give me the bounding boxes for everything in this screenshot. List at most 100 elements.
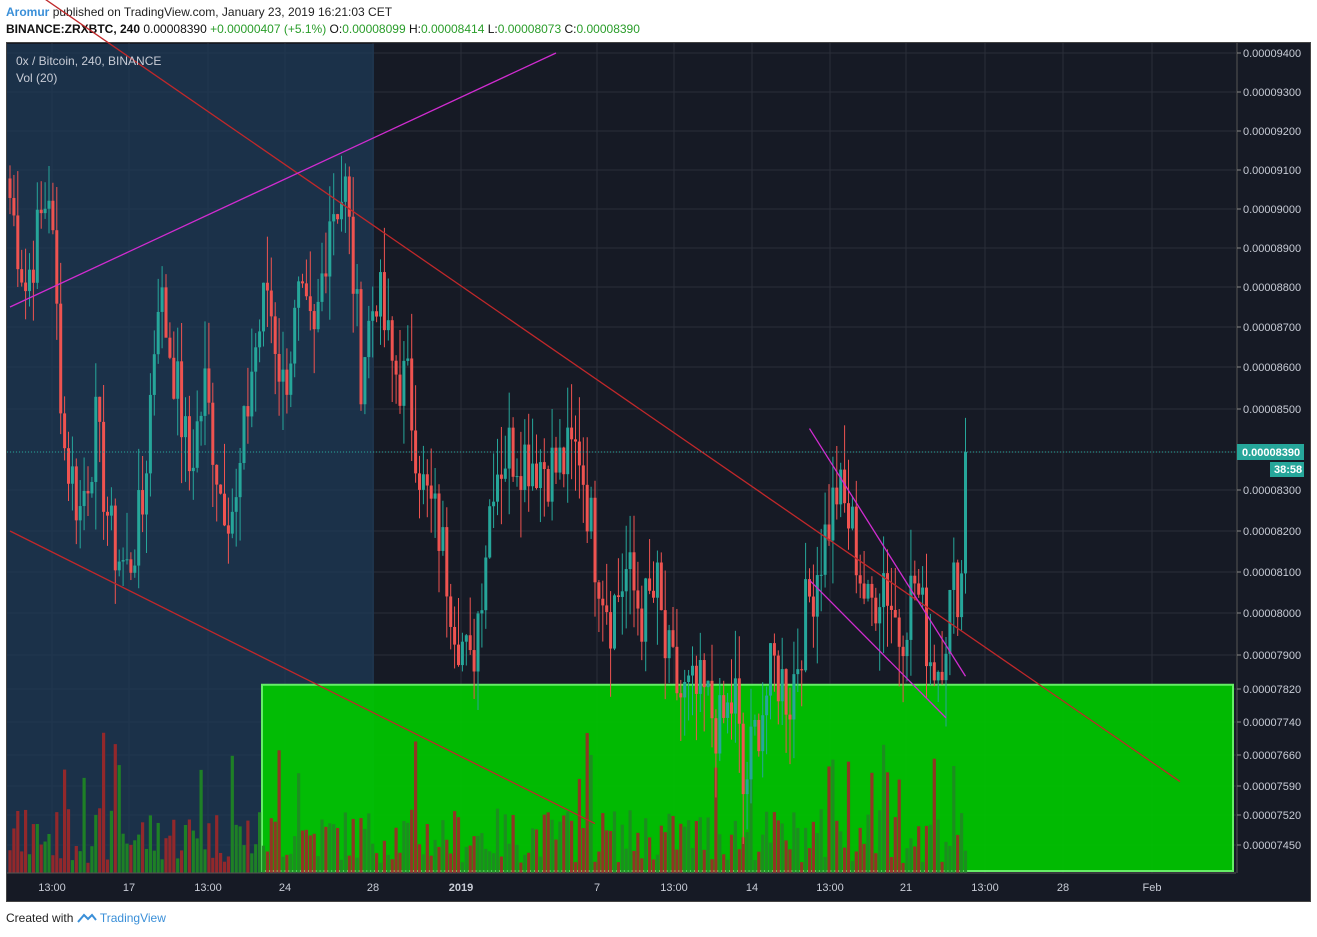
candle-body xyxy=(277,353,281,382)
candle-body xyxy=(312,311,316,330)
volume-bar xyxy=(86,862,90,873)
tradingview-brand[interactable]: TradingView xyxy=(99,911,166,925)
volume-bar xyxy=(211,857,215,873)
volume-bar xyxy=(659,825,663,873)
volume-bar xyxy=(39,844,43,873)
time-tick-label: 13:00 xyxy=(194,882,222,894)
volume-bar xyxy=(230,755,234,873)
volume-bar xyxy=(690,848,695,873)
candle-body xyxy=(866,583,870,599)
candle-body xyxy=(137,490,141,566)
ohlc-line: BINANCE:ZRXBTC, 240 0.00008390 +0.000004… xyxy=(6,22,640,36)
volume-bar xyxy=(757,851,761,873)
candle-body xyxy=(468,635,472,651)
candle-body xyxy=(850,506,854,529)
candle-body xyxy=(702,660,706,688)
volume-bar xyxy=(839,831,843,873)
candle-body xyxy=(16,215,20,270)
publisher-line: Aromur published on TradingView.com, Jan… xyxy=(6,5,392,19)
candle-body xyxy=(273,316,277,354)
volume-bar xyxy=(924,825,929,873)
trend-line-wedge-top[interactable] xyxy=(808,428,967,677)
tradingview-logo-icon[interactable] xyxy=(76,912,97,923)
last-price-tag-label: 0.00008390 xyxy=(1242,447,1300,459)
candle-body xyxy=(379,272,382,317)
volume-bar xyxy=(464,846,468,873)
volume-bar xyxy=(624,848,628,873)
candle-body xyxy=(203,368,207,416)
volume-bar xyxy=(718,834,722,873)
price-tick-label: 0.00008500 xyxy=(1243,404,1301,416)
candle-body xyxy=(870,583,874,598)
candle-body xyxy=(792,674,796,720)
volume-bar xyxy=(141,822,145,873)
volume-bar xyxy=(566,811,570,873)
change-value: +0.00000407 (+5.1%) xyxy=(210,22,327,36)
price-tick-label: 0.00008700 xyxy=(1243,322,1301,334)
volume-bar xyxy=(893,817,897,873)
volume-bar xyxy=(222,861,227,873)
volume-bar xyxy=(761,834,765,873)
volume-bar xyxy=(359,818,363,873)
volume-bar xyxy=(137,834,141,873)
volume-bar xyxy=(484,848,488,873)
candle-body xyxy=(28,269,31,292)
trend-line-lower-channel[interactable] xyxy=(9,530,596,825)
candle-body xyxy=(98,396,102,422)
candle-body xyxy=(757,719,761,752)
candle-body xyxy=(854,506,858,576)
candle-body xyxy=(176,361,180,399)
volume-bar xyxy=(733,820,737,873)
trend-line-wedge-bottom[interactable] xyxy=(809,579,947,719)
volume-bar xyxy=(339,859,344,873)
candle-body xyxy=(47,200,51,209)
candle-body xyxy=(726,702,730,718)
candle-body xyxy=(769,643,772,696)
volume-bar xyxy=(667,813,671,873)
trend-line-ascending-line[interactable] xyxy=(9,52,557,308)
volume-bar xyxy=(66,809,71,873)
volume-bar xyxy=(215,815,219,873)
candle-body xyxy=(901,646,905,657)
trend-line-descending-resistance[interactable] xyxy=(10,0,1181,783)
price-tick-label: 0.00009100 xyxy=(1243,165,1301,177)
candle-body xyxy=(316,301,320,330)
candle-body xyxy=(145,473,148,515)
volume-bar xyxy=(129,844,133,873)
candle-body xyxy=(74,466,78,521)
price-tick-label: 0.00009000 xyxy=(1243,204,1301,216)
volume-bar xyxy=(495,808,500,873)
candle-body xyxy=(457,644,460,666)
volume-bar xyxy=(234,824,238,873)
volume-bar xyxy=(371,843,375,873)
volume-bar xyxy=(63,769,67,873)
volume-bar xyxy=(612,811,617,873)
candle-body xyxy=(63,413,67,449)
candle-body xyxy=(952,562,956,590)
volume-bar xyxy=(905,848,909,873)
symbol-label: BINANCE:ZRXBTC, 240 xyxy=(6,22,141,36)
candle-body xyxy=(889,605,893,610)
volume-bar xyxy=(304,829,308,873)
volume-bar xyxy=(152,850,156,873)
volume-bar xyxy=(960,813,964,873)
volume-bar xyxy=(601,813,605,873)
volume-bar xyxy=(562,815,566,873)
volume-bar xyxy=(472,836,476,873)
volume-bar xyxy=(593,861,597,873)
candle-body xyxy=(94,396,98,482)
candle-body xyxy=(819,574,823,576)
candle-body xyxy=(655,562,659,598)
candle-body xyxy=(921,587,925,595)
volume-bar xyxy=(800,862,804,873)
candle-body xyxy=(70,466,74,484)
last-price-tag xyxy=(1237,444,1304,460)
volume-bar xyxy=(269,818,273,873)
candle-body xyxy=(909,575,913,640)
candle-body xyxy=(78,506,82,521)
volume-bar xyxy=(866,814,870,873)
candle-body xyxy=(445,527,449,597)
author-name[interactable]: Aromur xyxy=(6,5,50,19)
volume-bar xyxy=(729,834,734,873)
